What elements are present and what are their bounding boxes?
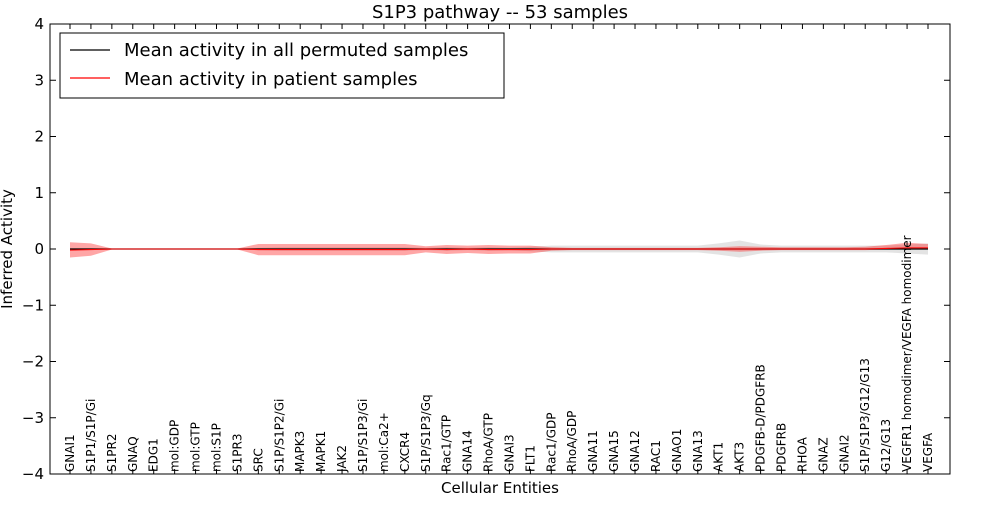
y-tick-label: −2 [22,353,44,371]
x-axis-ticks: GNAI1 S1P1/S1P/Gi S1PR2 GNAQ EDG1 mol:GDP mol:… [63,24,935,474]
legend-label-permuted: Mean activity in all permuted samples [124,40,468,61]
x-tick-label: CXCR4 [398,432,412,472]
y-tick-label: 4 [34,15,44,33]
x-tick-label: S1PR2 [105,434,119,472]
x-tick-label: RAC1 [649,440,663,472]
x-tick-label: AKT1 [712,442,726,472]
x-tick-label: S1PR3 [230,434,244,472]
x-tick-label: S1P/S1P3/G12/G13 [858,358,872,472]
x-tick-label: S1P/S1P3/Gq [419,394,433,472]
x-tick-label: GNA14 [461,430,475,472]
x-tick-label: Rac1/GTP [440,415,454,472]
x-tick-label: S1P/S1P3/Gi [356,399,370,472]
x-tick-label: Rac1/GDP [544,413,558,472]
x-tick-label: PDGFRB [775,423,789,472]
y-axis-ticks: −4 −3 −2 −1 0 1 2 3 4 [22,15,950,483]
x-tick-label: GNAQ [126,436,140,472]
x-tick-label: S1P1/S1P/Gi [84,399,98,472]
x-tick-label: mol:Ca2+ [377,412,391,472]
x-tick-label: GNAZ [816,437,830,472]
x-tick-label: VEGFA [921,432,935,472]
x-tick-label: SRC [251,448,265,472]
y-tick-label: 1 [34,184,44,202]
x-tick-label: GNA12 [628,430,642,472]
x-tick-label: MAPK3 [293,431,307,472]
x-tick-label: G12/G13 [879,419,893,472]
legend-label-patient: Mean activity in patient samples [124,69,418,90]
x-tick-label: PDGFB-D/PDGFRB [754,364,768,472]
x-tick-label: VEGFR1 homodimer/VEGFA homodimer [900,235,914,472]
y-tick-label: 3 [34,71,44,89]
legend: Mean activity in all permuted samples Me… [59,32,505,99]
y-tick-label: −3 [22,409,44,427]
x-tick-label: AKT3 [733,442,747,472]
x-tick-label: GNA15 [607,430,621,472]
y-tick-label: 2 [34,128,44,146]
x-tick-label: S1P/S1P2/Gi [272,399,286,472]
series-lines [69,247,928,251]
x-tick-label: MAPK1 [314,431,328,472]
x-tick-label: mol:S1P [209,423,223,472]
x-tick-label: GNAI2 [837,434,851,472]
line-series-1 [69,247,928,251]
y-axis-label: Inferred Activity [0,189,16,309]
x-tick-label: RHOA [795,436,809,472]
x-tick-label: GNAI1 [63,434,77,472]
x-axis-label: Cellular Entities [441,479,559,497]
x-tick-label: FLT1 [523,445,537,472]
x-tick-label: mol:GTP [189,422,203,472]
x-tick-label: mol:GDP [168,420,182,472]
x-tick-label: EDG1 [147,438,161,472]
x-tick-label: RhoA/GDP [565,411,579,472]
x-tick-label: GNA13 [691,430,705,472]
legend-box [59,32,505,99]
y-tick-label: 0 [34,240,44,258]
x-tick-label: GNAI3 [502,434,516,472]
y-tick-label: −4 [22,465,44,483]
x-tick-label: GNA11 [586,430,600,472]
x-tick-label: JAK2 [335,445,349,473]
x-tick-label: GNAO1 [670,429,684,472]
chart-title: S1P3 pathway -- 53 samples [372,2,628,23]
x-tick-label: RhoA/GTP [482,413,496,472]
y-tick-label: −1 [22,296,44,314]
